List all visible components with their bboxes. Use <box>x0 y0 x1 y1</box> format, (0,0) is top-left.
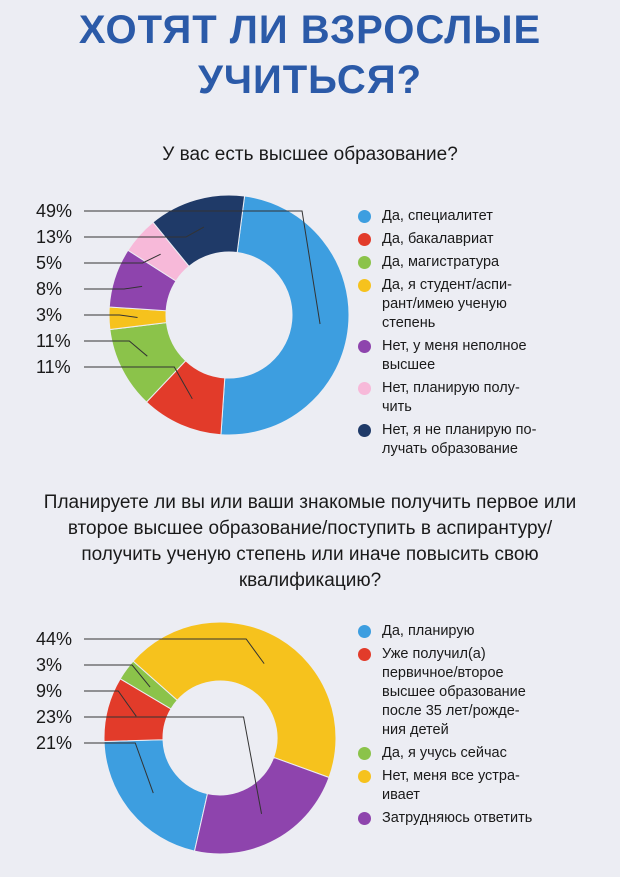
donut-slice <box>220 195 350 436</box>
leader-line <box>84 716 263 814</box>
slice-percent-label: 44% <box>36 629 72 649</box>
legend-color-dot <box>358 382 371 395</box>
legend-color-dot <box>358 233 371 246</box>
slice-percent-label: 3% <box>36 655 62 675</box>
donut-slice <box>193 756 330 855</box>
legend-color-dot <box>358 648 371 661</box>
legend-label: Да, магистратура <box>382 254 500 270</box>
legend-label: Да, я студент/аспи- рант/имею ученую сте… <box>382 277 512 331</box>
legend-label: Нет, я не планирую по- лучать образовани… <box>382 422 537 457</box>
slice-percent-label: 49% <box>36 201 72 221</box>
leader-line <box>84 340 148 357</box>
legend-color-dot <box>358 279 371 292</box>
legend-label: Нет, у меня неполное высшее <box>382 338 527 373</box>
chart-1-question: У вас есть высшее образование? <box>162 144 458 165</box>
leader-line <box>84 210 321 325</box>
slice-percent-label: 11% <box>36 331 71 351</box>
legend-color-dot <box>358 256 371 269</box>
legend-label: Да, бакалавриат <box>382 231 494 247</box>
legend-color-dot <box>358 424 371 437</box>
leader-line <box>84 742 154 794</box>
page-title-line-2: УЧИТЬСЯ? <box>198 58 422 102</box>
legend-label: Да, специалитет <box>382 208 493 224</box>
legend-label: Нет, планирую полу- чить <box>382 380 520 415</box>
slice-percent-label: 9% <box>36 681 62 701</box>
legend-color-dot <box>358 210 371 223</box>
leader-line <box>84 253 161 264</box>
chart-2-question: Планируете ли вы или ваши знакомые получ… <box>43 492 577 591</box>
legend-label: Нет, меня все устра- ивает <box>382 768 520 803</box>
legend-color-dot <box>358 770 371 783</box>
leader-line <box>84 664 151 688</box>
slice-percent-label: 5% <box>36 253 62 273</box>
slice-percent-label: 13% <box>36 227 72 247</box>
legend-label: Затрудняюсь ответить <box>382 810 533 826</box>
leader-line <box>84 638 265 664</box>
leader-line <box>84 285 143 290</box>
slice-percent-label: 23% <box>36 707 72 727</box>
leader-line <box>84 366 193 400</box>
slice-percent-label: 21% <box>36 733 72 753</box>
slice-percent-label: 8% <box>36 279 62 299</box>
slice-percent-label: 3% <box>36 305 62 325</box>
leader-line <box>84 690 137 717</box>
legend-color-dot <box>358 747 371 760</box>
legend-color-dot <box>358 812 371 825</box>
donut-slice <box>103 739 209 852</box>
donut-slice <box>132 621 337 779</box>
legend-label: Да, я учусь сейчас <box>382 745 507 761</box>
page-title-line-1: ХОТЯТ ЛИ ВЗРОСЛЫЕ <box>78 8 542 52</box>
legend-label: Да, планирую <box>382 623 475 639</box>
legend-label: Уже получил(а) первичное/второе высшее о… <box>382 646 526 738</box>
legend-color-dot <box>358 625 371 638</box>
leader-line <box>84 226 205 238</box>
donut-slice <box>152 194 246 267</box>
leader-line <box>84 314 138 318</box>
legend-color-dot <box>358 340 371 353</box>
slice-percent-label: 11% <box>36 357 71 377</box>
